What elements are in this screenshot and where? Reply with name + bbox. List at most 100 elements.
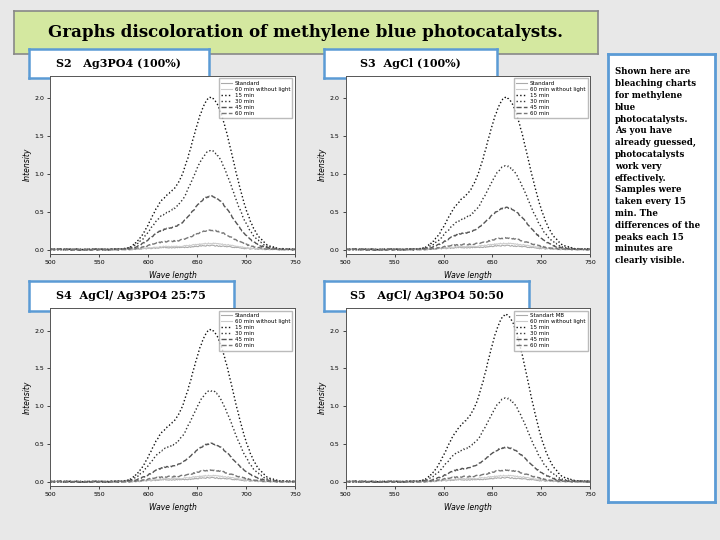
60 min without light <box>204 240 212 246</box>
60 min without light <box>253 478 262 484</box>
15 min <box>71 479 79 485</box>
30 min <box>564 477 573 484</box>
60 min without light <box>586 246 595 252</box>
15 min <box>291 246 300 252</box>
15 min <box>492 110 500 116</box>
30 min <box>586 247 595 253</box>
15 min <box>549 463 558 470</box>
Standart MB <box>487 475 495 481</box>
60 min <box>192 469 200 476</box>
60 min without light <box>341 246 350 252</box>
30 min <box>501 395 510 401</box>
45 min <box>341 478 350 485</box>
30 min <box>501 163 510 169</box>
Standard <box>192 242 200 249</box>
60 min <box>341 478 350 484</box>
60 min <box>192 231 200 238</box>
15 min <box>492 328 500 335</box>
60 min <box>291 246 300 253</box>
Line: 60 min: 60 min <box>346 238 590 250</box>
45 min <box>492 208 500 215</box>
Standard <box>487 242 495 249</box>
Standard <box>47 246 55 252</box>
Line: 15 min: 15 min <box>50 329 295 482</box>
Text: Shown here are
bleaching charts
for methylene
blue
photocatalysts.
As you have
a: Shown here are bleaching charts for meth… <box>615 68 700 265</box>
Standard <box>400 247 409 253</box>
30 min <box>269 245 278 252</box>
60 min <box>501 234 510 241</box>
60 min without light <box>342 247 351 253</box>
15 min <box>501 94 510 100</box>
60 min <box>492 468 500 474</box>
X-axis label: Wave length: Wave length <box>149 271 197 280</box>
45 min <box>586 246 595 253</box>
60 min without light <box>192 241 200 248</box>
Standart MB <box>342 478 351 484</box>
Text: S2   Ag3PO4 (100%): S2 Ag3PO4 (100%) <box>56 58 181 69</box>
45 min <box>47 246 55 253</box>
Standard <box>291 479 300 485</box>
60 min without light <box>290 479 299 485</box>
60 min <box>492 235 500 242</box>
60 min without light <box>486 241 495 247</box>
30 min <box>46 247 55 253</box>
60 min without light <box>564 246 572 253</box>
Line: Standard: Standard <box>346 245 590 250</box>
60 min <box>206 227 215 233</box>
Line: 45 min: 45 min <box>346 447 590 482</box>
60 min without light <box>341 478 350 484</box>
45 min <box>193 202 202 209</box>
60 min <box>487 237 495 244</box>
Standard <box>269 478 278 484</box>
Standard <box>341 246 350 253</box>
60 min <box>501 467 510 473</box>
45 min <box>341 246 350 253</box>
30 min <box>492 171 500 177</box>
45 min <box>291 246 300 253</box>
Line: 60 min without light: 60 min without light <box>50 475 295 482</box>
Line: 60 min: 60 min <box>50 470 295 482</box>
30 min <box>47 478 55 485</box>
45 min <box>207 440 215 447</box>
15 min <box>341 247 350 253</box>
Standart MB <box>492 475 500 482</box>
30 min <box>372 247 380 253</box>
60 min <box>487 469 495 476</box>
60 min without light <box>586 478 595 484</box>
30 min <box>269 477 278 484</box>
Line: 30 min: 30 min <box>50 390 295 482</box>
60 min <box>564 478 573 484</box>
15 min <box>366 479 374 485</box>
30 min <box>341 247 350 253</box>
15 min <box>269 244 278 251</box>
45 min <box>87 247 96 253</box>
60 min <box>197 468 205 474</box>
45 min <box>193 447 202 454</box>
Standart MB <box>488 476 497 482</box>
60 min without light <box>253 246 262 252</box>
Standard <box>488 244 497 250</box>
60 min without light <box>46 478 55 484</box>
60 min without light <box>46 246 55 252</box>
60 min without light <box>585 247 594 253</box>
60 min without light <box>291 246 300 252</box>
60 min without light <box>291 478 300 484</box>
Line: 60 min: 60 min <box>50 230 295 250</box>
30 min <box>291 479 300 485</box>
60 min without light <box>549 478 557 484</box>
60 min without light <box>499 472 508 478</box>
60 min <box>50 247 58 253</box>
60 min <box>342 246 351 252</box>
45 min <box>269 478 278 484</box>
Standart MB <box>503 474 511 481</box>
Standart MB <box>564 478 573 484</box>
45 min <box>192 448 200 454</box>
30 min <box>549 470 558 477</box>
60 min <box>342 478 351 484</box>
Line: 45 min: 45 min <box>50 443 295 482</box>
15 min <box>488 342 497 349</box>
15 min <box>254 232 263 239</box>
Standard <box>269 246 278 252</box>
60 min <box>254 244 263 251</box>
60 min without light <box>191 473 199 480</box>
